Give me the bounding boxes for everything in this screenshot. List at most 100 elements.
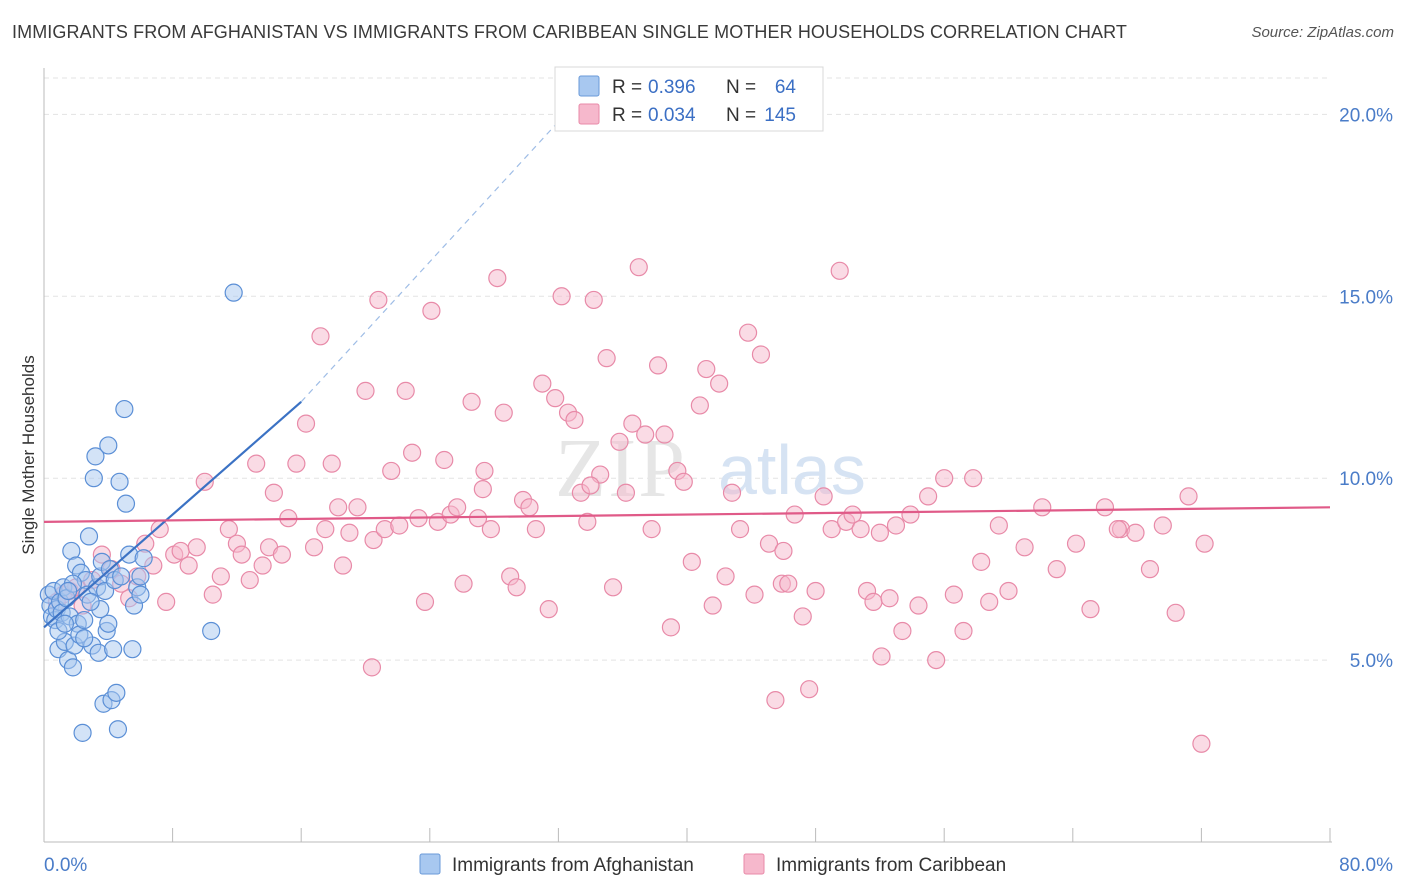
- data-point: [179, 556, 198, 575]
- data-point: [661, 618, 681, 637]
- data-point: [1081, 600, 1100, 619]
- data-point: [454, 574, 473, 593]
- legend-box: [554, 66, 824, 132]
- data-point: [99, 436, 118, 455]
- legend-swatch: [578, 103, 600, 125]
- data-point: [901, 505, 920, 524]
- data-point: [195, 472, 214, 491]
- data-point: [475, 461, 494, 481]
- data-point: [944, 585, 963, 604]
- data-point: [730, 520, 750, 539]
- trend-line-afghanistan: [43, 400, 302, 629]
- data-point: [989, 516, 1008, 535]
- data-point: [909, 596, 928, 615]
- legend-r-value: 0.034: [648, 105, 696, 126]
- data-point: [481, 520, 500, 539]
- data-point: [131, 585, 150, 604]
- data-point: [115, 399, 134, 419]
- data-point: [642, 520, 661, 539]
- axes: [43, 68, 1332, 843]
- data-point: [610, 432, 629, 451]
- data-point: [211, 567, 230, 586]
- bottom-legend-swatch: [419, 853, 441, 875]
- data-point: [99, 614, 118, 633]
- data-point: [468, 509, 488, 528]
- data-point: [75, 610, 94, 630]
- data-point: [150, 520, 169, 539]
- data-point: [999, 581, 1018, 601]
- data-point: [348, 498, 367, 517]
- data-point: [253, 556, 272, 575]
- data-point: [264, 483, 283, 502]
- data-point: [364, 530, 383, 550]
- data-point: [362, 658, 382, 677]
- data-point: [187, 538, 206, 557]
- legend: R = 0.396 N = 64 R = 0.034 N = 145: [554, 66, 824, 132]
- data-point: [73, 723, 92, 742]
- data-point: [247, 454, 266, 473]
- data-point: [864, 592, 883, 611]
- data-point: [333, 556, 353, 575]
- bottom-legend-label: Immigrants from Afghanistan: [452, 855, 694, 876]
- data-point: [55, 614, 74, 633]
- data-point: [774, 541, 793, 561]
- data-point: [830, 261, 849, 280]
- data-point: [793, 607, 812, 626]
- data-point: [581, 476, 600, 495]
- data-point: [539, 600, 558, 619]
- data-point: [954, 621, 973, 641]
- x-tick-label: 80.0%: [1339, 855, 1393, 876]
- data-point: [134, 549, 153, 568]
- data-point: [1140, 560, 1160, 579]
- data-point: [919, 487, 938, 506]
- data-point: [980, 592, 999, 611]
- data-point: [690, 396, 709, 415]
- data-point: [1095, 498, 1115, 517]
- source-label: Source: ZipAtlas.com: [1251, 24, 1394, 41]
- data-point: [526, 520, 545, 539]
- y-tick-label: 5.0%: [1350, 651, 1393, 672]
- data-point: [287, 454, 306, 473]
- data-point: [462, 392, 481, 411]
- data-point: [415, 592, 435, 611]
- data-point: [822, 520, 841, 539]
- bottom-legend-swatch: [743, 853, 765, 875]
- data-point: [722, 483, 742, 502]
- data-point: [382, 461, 401, 481]
- y-axis-label: Single Mother Households: [19, 355, 38, 554]
- y-tick-labels: 5.0% 10.0% 15.0% 20.0%: [1339, 105, 1393, 672]
- data-point: [1192, 734, 1211, 753]
- data-point: [697, 359, 716, 379]
- data-point: [390, 516, 409, 535]
- data-point: [738, 323, 758, 342]
- watermark-atlas: atlas: [718, 431, 866, 509]
- data-point: [870, 523, 890, 542]
- data-point: [59, 581, 78, 601]
- gridlines: [44, 77, 1330, 661]
- data-point: [935, 469, 954, 488]
- data-point: [494, 403, 513, 422]
- x-tick-labels: 0.0% 80.0%: [44, 855, 1393, 876]
- data-point: [157, 592, 176, 611]
- data-point: [422, 301, 441, 320]
- legend-r-label: R =: [612, 77, 642, 98]
- data-point: [751, 345, 771, 364]
- data-point: [716, 567, 735, 586]
- data-point: [473, 480, 492, 499]
- data-point: [972, 552, 991, 571]
- data-point: [800, 680, 819, 699]
- data-point: [1066, 534, 1086, 553]
- data-point: [304, 538, 324, 557]
- data-point: [674, 472, 693, 491]
- data-point: [131, 567, 150, 586]
- data-point: [340, 523, 359, 542]
- data-point: [1195, 534, 1214, 553]
- data-point: [116, 494, 136, 513]
- data-point: [880, 589, 899, 608]
- data-point: [629, 258, 648, 277]
- data-point: [86, 447, 105, 466]
- data-point: [814, 487, 833, 506]
- data-point: [1179, 487, 1198, 506]
- data-point: [1108, 520, 1127, 539]
